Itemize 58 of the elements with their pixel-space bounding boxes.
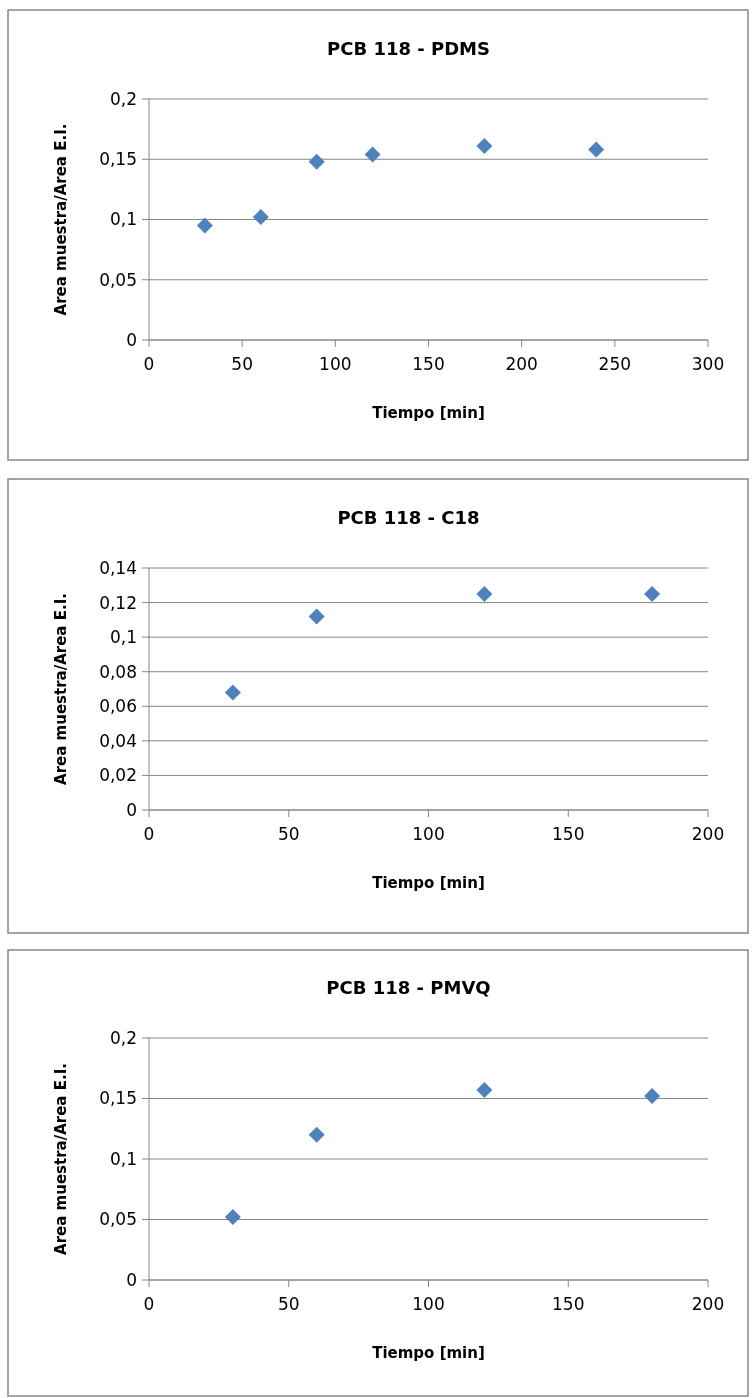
- y-tick-label: 0,15: [99, 149, 137, 170]
- x-tick-label: 0: [143, 824, 155, 844]
- x-tick-label: 0: [143, 354, 155, 374]
- x-axis-title: Tiempo [min]: [372, 1344, 485, 1362]
- y-tick-label: 0,06: [99, 696, 137, 717]
- point: [224, 684, 241, 701]
- point: [196, 217, 213, 234]
- y-tick-label: 0,15: [99, 1088, 137, 1109]
- chart-title: PCB 118 - PDMS: [327, 38, 490, 59]
- y-tick-label: 0,04: [99, 730, 137, 751]
- point: [588, 141, 605, 158]
- x-tick-label: 100: [319, 354, 352, 374]
- y-tick-label: 0,2: [109, 88, 137, 109]
- x-tick-label: 150: [552, 1294, 585, 1314]
- x-tick-label: 150: [552, 824, 585, 844]
- x-axis-title: Tiempo [min]: [372, 874, 485, 892]
- chart-title: PCB 118 - C18: [337, 507, 480, 528]
- x-tick-label: 150: [412, 354, 445, 374]
- y-tick-label: 0,08: [99, 661, 137, 682]
- y-tick-label: 0: [126, 1269, 137, 1290]
- y-tick-label: 0,05: [99, 1209, 137, 1230]
- x-tick-label: 100: [412, 824, 445, 844]
- x-tick-label: 250: [598, 354, 632, 374]
- x-tick-label: 200: [505, 354, 538, 374]
- point: [252, 209, 269, 226]
- point: [476, 1082, 493, 1099]
- point: [308, 1126, 325, 1143]
- x-tick-label: 200: [691, 1294, 725, 1314]
- point: [476, 138, 493, 154]
- y-axis-title: Area muestra/Area E.I.: [52, 1063, 70, 1255]
- y-tick-label: 0,05: [99, 269, 137, 290]
- y-tick-label: 0,14: [99, 557, 137, 578]
- y-tick-label: 0: [126, 329, 137, 350]
- y-tick-label: 0,1: [109, 209, 137, 230]
- point: [644, 585, 661, 602]
- x-tick-label: 0: [143, 1294, 155, 1314]
- point: [364, 146, 381, 163]
- y-tick-label: 0,1: [109, 627, 137, 648]
- point: [308, 608, 325, 625]
- y-tick-label: 0,1: [109, 1148, 137, 1169]
- x-tick-label: 50: [277, 1294, 300, 1314]
- y-tick-label: 0,12: [99, 592, 137, 613]
- y-tick-label: 0: [126, 799, 137, 820]
- x-tick-label: 50: [277, 824, 300, 844]
- point: [644, 1088, 661, 1105]
- point: [224, 1209, 241, 1226]
- y-axis-title: Area muestra/Area E.I.: [52, 593, 70, 785]
- chart-title: PCB 118 - PMVQ: [326, 977, 491, 998]
- point: [476, 585, 493, 602]
- y-axis-title: Area muestra/Area E.I.: [52, 123, 70, 316]
- x-tick-label: 300: [691, 354, 725, 374]
- x-axis-title: Tiempo [min]: [372, 404, 485, 422]
- x-tick-label: 50: [231, 354, 253, 374]
- x-tick-label: 100: [412, 1294, 445, 1314]
- point: [308, 153, 325, 170]
- y-tick-label: 0,02: [99, 765, 137, 786]
- x-tick-label: 200: [691, 824, 725, 844]
- y-tick-label: 0,2: [109, 1027, 137, 1048]
